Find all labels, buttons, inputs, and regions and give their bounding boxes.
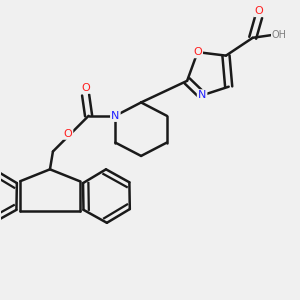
Text: N: N [198,90,206,100]
Text: O: O [63,129,72,139]
Text: O: O [81,82,90,93]
Text: OH: OH [272,30,287,40]
Text: N: N [111,111,119,121]
Text: O: O [193,47,202,57]
Text: O: O [254,6,263,16]
